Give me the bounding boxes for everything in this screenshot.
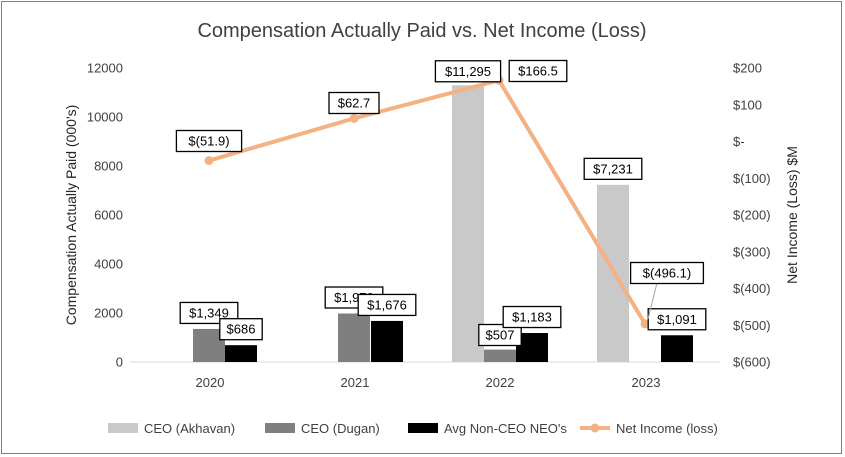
data-label-avg-non-ceo-neo-s-2021-text: $1,676: [367, 297, 407, 312]
y2-tick-label: $(200): [733, 208, 771, 223]
data-label-net-income-2022: $166.5: [508, 59, 568, 83]
data-label-net-income-2020-box: [175, 129, 243, 153]
legend-label: CEO (Dugan): [301, 421, 380, 436]
data-label-ceo-akhavan--2022-text: $11,295: [445, 64, 491, 79]
data-label-ceo-dugan--2022-text: $507: [486, 328, 515, 343]
chart-title: Compensation Actually Paid vs. Net Incom…: [197, 20, 646, 42]
data-label-avg-non-ceo-neo-s-2020-box: [219, 318, 263, 341]
net-income-point-2023: [640, 319, 650, 329]
data-label-avg-non-ceo-neo-s-2022: $1,183: [502, 305, 562, 329]
y2-tick-label: $(500): [733, 318, 771, 333]
y-tick-label: 4000: [94, 257, 123, 272]
legend-item-avg-non-ceo-neo-s: Avg Non-CEO NEO's: [408, 421, 567, 436]
data-label-avg-non-ceo-neo-s-2022-text: $1,183: [512, 310, 552, 325]
net-income-line: [208, 78, 647, 325]
legend-swatch: [265, 423, 295, 433]
legend-swatch: [108, 423, 138, 433]
x-tick-label: 2021: [341, 375, 370, 390]
y-tick-label: 10000: [87, 110, 123, 125]
data-label-ceo-dugan--2022: $507: [478, 323, 522, 347]
data-label-avg-non-ceo-neo-s-2022-box: [502, 305, 562, 329]
legend-item-ceo-akhavan-: CEO (Akhavan): [108, 421, 235, 436]
data-label-net-income-2020: $(51.9): [175, 129, 243, 153]
legend-label: Net Income (loss): [616, 421, 718, 436]
data-label-net-income-2022-box: [508, 59, 568, 83]
y2-tick-label: $(400): [733, 281, 771, 296]
data-label-net-income-2022-text: $166.5: [518, 64, 558, 79]
x-tick-label: 2022: [486, 375, 515, 390]
legend-label: CEO (Akhavan): [144, 421, 235, 436]
legend-swatch: [408, 423, 438, 433]
y-tick-label: 0: [116, 355, 123, 370]
bar-avg-non-ceo-neo-s-2021: [371, 320, 403, 362]
legend-label: Avg Non-CEO NEO's: [444, 421, 567, 436]
bar-ceo-dugan--2022: [484, 349, 516, 362]
data-label-avg-non-ceo-neo-s-2023: $1,091: [647, 308, 707, 331]
bar-ceo-akhavan--2022: [452, 85, 484, 363]
data-label-net-income-2021-text: $62.7: [338, 96, 371, 111]
y2-tick-label: $(100): [733, 171, 771, 186]
data-label-net-income-2021-box: [328, 91, 380, 115]
y-tick-label: 2000: [94, 306, 123, 321]
y2-tick-label: $(300): [733, 244, 771, 259]
data-label-ceo-akhavan--2023-box: [583, 157, 643, 180]
y2-axis-title: Net Income (Loss) $M: [784, 146, 800, 284]
bar-avg-non-ceo-neo-s-2023: [661, 335, 693, 362]
net-income-point-2020: [204, 156, 214, 166]
y-axis-title: Compensation Actually Paid (000's): [63, 105, 79, 326]
data-label-avg-non-ceo-neo-s-2023-text: $1,091: [657, 312, 697, 327]
y-tick-label: 6000: [94, 208, 123, 223]
data-label-net-income-2023: $(496.1): [629, 261, 705, 285]
data-label-avg-non-ceo-neo-s-2020-text: $686: [227, 322, 256, 337]
data-label-avg-non-ceo-neo-s-2020: $686: [219, 318, 263, 341]
bar-ceo-dugan--2021: [338, 313, 370, 362]
data-label-net-income-2023-text: $(496.1): [643, 266, 691, 281]
y2-tick-label: $100: [733, 97, 762, 112]
legend-item-ceo-dugan-: CEO (Dugan): [265, 421, 380, 436]
net-income-leader-line: [647, 282, 658, 319]
x-tick-label: 2023: [632, 375, 661, 390]
x-tick-label: 2020: [196, 375, 225, 390]
data-label-avg-non-ceo-neo-s-2021: $1,676: [357, 293, 417, 317]
bar-avg-non-ceo-neo-s-2020: [225, 345, 257, 362]
data-label-avg-non-ceo-neo-s-2023-box: [647, 308, 707, 331]
data-label-ceo-akhavan--2023-text: $7,231: [593, 161, 633, 176]
y-tick-label: 12000: [87, 61, 123, 76]
data-label-ceo-akhavan--2023: $7,231: [583, 157, 643, 180]
data-label-ceo-dugan--2020-text: $1,349: [189, 305, 229, 320]
y2-tick-label: $200: [733, 61, 762, 76]
legend-marker: [590, 423, 600, 433]
data-label-ceo-akhavan--2022: $11,295: [434, 60, 502, 83]
data-label-net-income-2021: $62.7: [328, 91, 380, 115]
data-label-net-income-2023-box: [629, 261, 705, 285]
y2-tick-label: $(600): [733, 355, 771, 370]
data-label-net-income-2020-text: $(51.9): [188, 134, 229, 149]
data-label-ceo-dugan--2022-box: [478, 323, 522, 347]
legend-item-net-income-loss-: Net Income (loss): [580, 421, 718, 436]
data-label-avg-non-ceo-neo-s-2021-box: [357, 293, 417, 317]
y2-tick-label: $-: [733, 134, 745, 149]
legend: CEO (Akhavan) CEO (Dugan) Avg Non-CEO NEO'…: [108, 421, 718, 436]
y-tick-label: 8000: [94, 159, 123, 174]
net-income-point-2021: [349, 113, 359, 123]
data-label-ceo-akhavan--2022-box: [434, 60, 502, 83]
